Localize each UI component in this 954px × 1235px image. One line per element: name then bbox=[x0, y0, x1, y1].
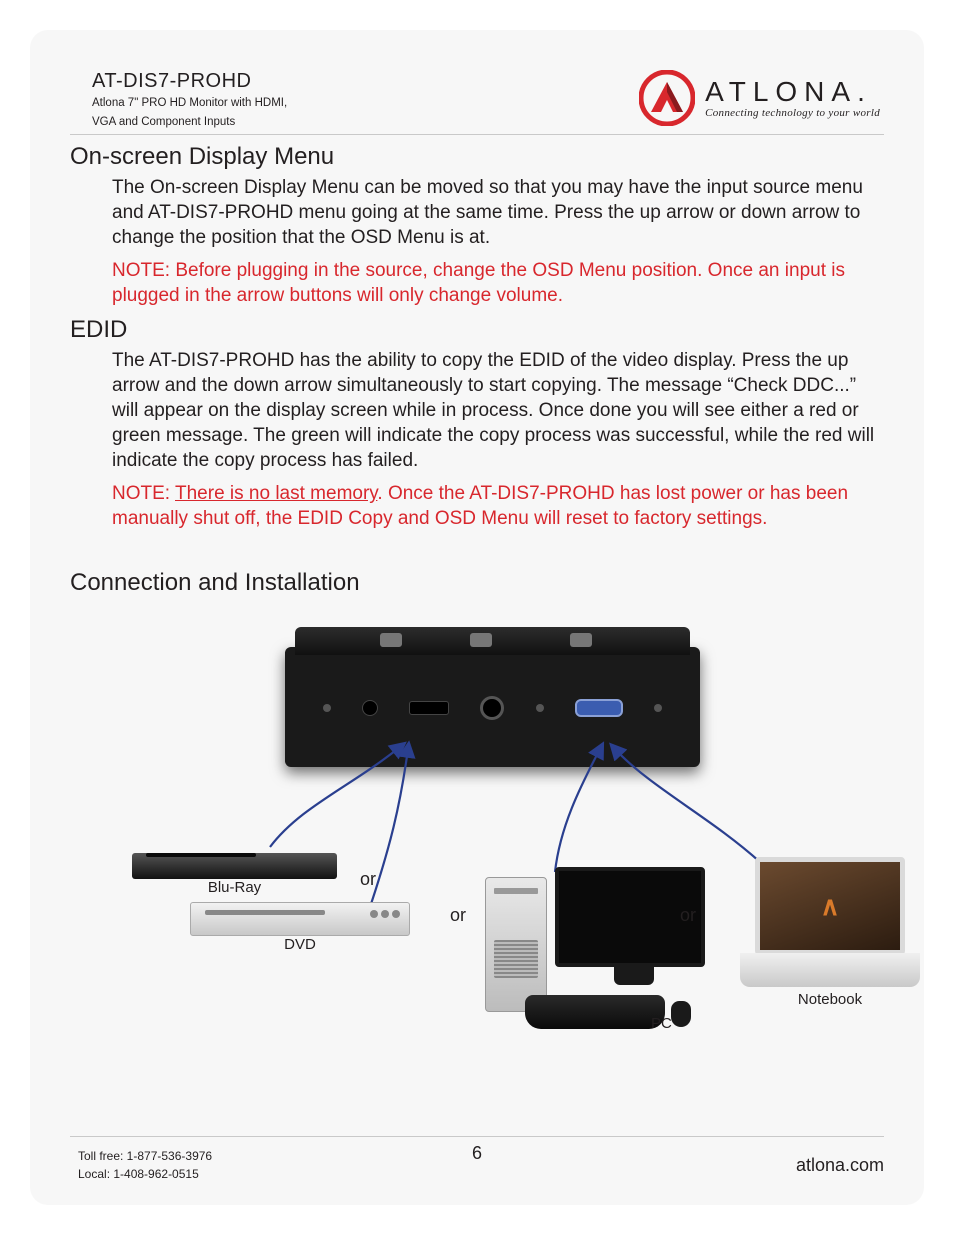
page-header: AT-DIS7-PROHD Atlona 7" PRO HD Monitor w… bbox=[70, 70, 884, 135]
dvd-player-icon bbox=[190, 902, 410, 936]
brand-logo: ATLONA. Connecting technology to your wo… bbox=[639, 70, 884, 126]
atlona-logo-icon bbox=[639, 70, 695, 126]
vga-port-icon bbox=[575, 699, 623, 717]
brand-text-block: ATLONA. Connecting technology to your wo… bbox=[705, 78, 880, 119]
source-dvd: DVD bbox=[190, 902, 410, 953]
osd-body: The On-screen Display Menu can be moved … bbox=[70, 175, 884, 250]
mouse-icon bbox=[671, 1001, 691, 1027]
mount-bracket-icon bbox=[570, 633, 592, 647]
screw-icon bbox=[654, 704, 662, 712]
page-footer: Toll free: 1-877-536-3976 Local: 1-408-9… bbox=[70, 1136, 884, 1183]
pc-tower-icon bbox=[485, 877, 547, 1012]
bluray-player-icon bbox=[132, 853, 337, 879]
edid-note-underlined: There is no last memory bbox=[175, 483, 377, 504]
pc-label: PC bbox=[651, 1015, 672, 1032]
document-page: AT-DIS7-PROHD Atlona 7" PRO HD Monitor w… bbox=[30, 30, 924, 1205]
product-id-block: AT-DIS7-PROHD Atlona 7" PRO HD Monitor w… bbox=[70, 70, 287, 132]
source-notebook: ∧ Notebook bbox=[740, 857, 920, 1008]
product-desc-line1: Atlona 7" PRO HD Monitor with HDMI, bbox=[92, 95, 287, 112]
edid-body: The AT-DIS7-PROHD has the ability to cop… bbox=[70, 348, 884, 473]
brand-name: ATLONA bbox=[705, 76, 857, 107]
section-heading-edid: EDID bbox=[70, 316, 884, 344]
monitor-top-edge bbox=[295, 627, 690, 655]
osd-note: NOTE: Before plugging in the source, cha… bbox=[70, 258, 884, 308]
dvd-label: DVD bbox=[190, 936, 410, 953]
or-label: or bbox=[450, 905, 466, 926]
port-row bbox=[285, 685, 700, 731]
local-phone: Local: 1-408-962-0515 bbox=[78, 1165, 212, 1183]
edid-note-pre: NOTE: bbox=[112, 483, 175, 504]
connection-diagram: Blu-Ray or DVD or PC or ∧ Notebook bbox=[70, 647, 884, 1067]
monitor-rear-panel bbox=[285, 647, 700, 767]
bluray-label: Blu-Ray bbox=[132, 879, 337, 896]
dc-power-port-icon bbox=[362, 700, 378, 716]
brand-dot: . bbox=[857, 76, 872, 107]
website-url: atlona.com bbox=[796, 1155, 884, 1176]
brand-tagline: Connecting technology to your world bbox=[705, 108, 880, 119]
notebook-label: Notebook bbox=[740, 991, 920, 1008]
edid-note: NOTE: There is no last memory. Once the … bbox=[70, 481, 884, 531]
screw-icon bbox=[323, 704, 331, 712]
keyboard-icon bbox=[525, 995, 665, 1029]
or-label: or bbox=[360, 869, 376, 890]
or-label: or bbox=[680, 905, 696, 926]
audio-jack-icon bbox=[480, 696, 504, 720]
section-heading-connection: Connection and Installation bbox=[70, 569, 884, 597]
toll-free-phone: Toll free: 1-877-536-3976 bbox=[78, 1147, 212, 1165]
source-bluray: Blu-Ray bbox=[132, 842, 337, 896]
notebook-base-icon bbox=[740, 953, 920, 987]
notebook-screen-icon: ∧ bbox=[755, 857, 905, 955]
page-number: 6 bbox=[472, 1143, 482, 1164]
product-desc-line2: VGA and Component Inputs bbox=[92, 114, 287, 131]
hdmi-port-icon bbox=[409, 701, 449, 715]
mount-bracket-icon bbox=[380, 633, 402, 647]
mount-bracket-icon bbox=[470, 633, 492, 647]
contact-phones: Toll free: 1-877-536-3976 Local: 1-408-9… bbox=[70, 1147, 212, 1183]
atlona-mark-icon: ∧ bbox=[820, 891, 839, 922]
section-heading-osd: On-screen Display Menu bbox=[70, 143, 884, 171]
product-code: AT-DIS7-PROHD bbox=[92, 70, 287, 93]
screw-icon bbox=[536, 704, 544, 712]
